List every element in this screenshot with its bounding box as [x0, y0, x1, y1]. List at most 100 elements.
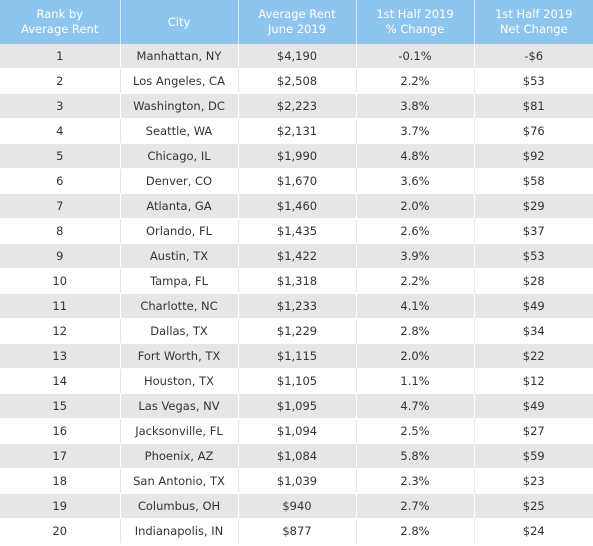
table-row: 9 Austin, TX $1,422 3.9% $53 — [0, 243, 593, 269]
rent-cell: $1,115 — [238, 343, 357, 369]
table-row: 11 Charlotte, NC $1,233 4.1% $49 — [0, 293, 593, 319]
rent-cell: $1,094 — [238, 418, 357, 444]
rent-cell: $4,190 — [238, 44, 357, 69]
table-row: 8 Orlando, FL $1,435 2.6% $37 — [0, 218, 593, 244]
city-cell: Charlotte, NC — [120, 293, 239, 319]
percent-change-cell: 2.7% — [356, 493, 475, 519]
rank-cell: 20 — [0, 518, 121, 544]
rank-cell: 6 — [0, 168, 121, 194]
rent-cell: $940 — [238, 493, 357, 519]
rent-cell: $1,105 — [238, 368, 357, 394]
table-row: 3 Washington, DC $2,223 3.8% $81 — [0, 93, 593, 119]
rent-cell: $2,223 — [238, 93, 357, 119]
net-change-cell: -$6 — [474, 44, 593, 69]
percent-change-cell: 3.7% — [356, 118, 475, 144]
rank-cell: 3 — [0, 93, 121, 119]
percent-change-cell: 4.1% — [356, 293, 475, 319]
city-cell: Fort Worth, TX — [120, 343, 239, 369]
net-change-cell: $49 — [474, 393, 593, 419]
header-average-rent: Average Rent June 2019 — [238, 0, 357, 44]
header-row: Rank by Average Rent City Average Rent J… — [0, 0, 593, 44]
table-row: 4 Seattle, WA $2,131 3.7% $76 — [0, 118, 593, 144]
net-change-cell: $24 — [474, 518, 593, 544]
percent-change-cell: 2.8% — [356, 318, 475, 344]
table-row: 10 Tampa, FL $1,318 2.2% $28 — [0, 268, 593, 294]
percent-change-cell: 1.1% — [356, 368, 475, 394]
table-row: 14 Houston, TX $1,105 1.1% $12 — [0, 368, 593, 394]
net-change-cell: $81 — [474, 93, 593, 119]
city-cell: Indianapolis, IN — [120, 518, 239, 544]
rank-cell: 15 — [0, 393, 121, 419]
rank-cell: 17 — [0, 443, 121, 469]
net-change-cell: $49 — [474, 293, 593, 319]
percent-change-cell: 2.8% — [356, 518, 475, 544]
percent-change-cell: 3.6% — [356, 168, 475, 194]
rent-cell: $1,084 — [238, 443, 357, 469]
city-cell: Orlando, FL — [120, 218, 239, 244]
percent-change-cell: 3.9% — [356, 243, 475, 269]
rank-cell: 19 — [0, 493, 121, 519]
table-row: 13 Fort Worth, TX $1,115 2.0% $22 — [0, 343, 593, 369]
rent-cell: $1,318 — [238, 268, 357, 294]
net-change-cell: $76 — [474, 118, 593, 144]
header-rank: Rank by Average Rent — [0, 0, 121, 44]
net-change-cell: $27 — [474, 418, 593, 444]
city-cell: Phoenix, AZ — [120, 443, 239, 469]
net-change-cell: $53 — [474, 68, 593, 94]
percent-change-cell: -0.1% — [356, 44, 475, 69]
rent-cell: $1,435 — [238, 218, 357, 244]
percent-change-cell: 5.8% — [356, 443, 475, 469]
rent-cell: $2,508 — [238, 68, 357, 94]
header-city: City — [120, 0, 239, 44]
rank-cell: 11 — [0, 293, 121, 319]
percent-change-cell: 2.6% — [356, 218, 475, 244]
table-body: 1 Manhattan, NY $4,190 -0.1% -$6 2 Los Angeles… — [0, 44, 593, 544]
city-cell: Denver, CO — [120, 168, 239, 194]
rank-cell: 9 — [0, 243, 121, 269]
city-cell: Washington, DC — [120, 93, 239, 119]
percent-change-cell: 3.8% — [356, 93, 475, 119]
rank-cell: 4 — [0, 118, 121, 144]
rent-cell: $877 — [238, 518, 357, 544]
rent-cell: $1,039 — [238, 468, 357, 494]
net-change-cell: $23 — [474, 468, 593, 494]
city-cell: Jacksonville, FL — [120, 418, 239, 444]
table-row: 18 San Antonio, TX $1,039 2.3% $23 — [0, 468, 593, 494]
table-row: 5 Chicago, IL $1,990 4.8% $92 — [0, 143, 593, 169]
net-change-cell: $92 — [474, 143, 593, 169]
percent-change-cell: 2.2% — [356, 268, 475, 294]
rank-cell: 12 — [0, 318, 121, 344]
rank-cell: 13 — [0, 343, 121, 369]
table-row: 20 Indianapolis, IN $877 2.8% $24 — [0, 518, 593, 544]
table-row: 17 Phoenix, AZ $1,084 5.8% $59 — [0, 443, 593, 469]
net-change-cell: $22 — [474, 343, 593, 369]
rent-cell: $2,131 — [238, 118, 357, 144]
rent-cell: $1,990 — [238, 143, 357, 169]
rent-cell: $1,460 — [238, 193, 357, 219]
net-change-cell: $37 — [474, 218, 593, 244]
table-row: 19 Columbus, OH $940 2.7% $25 — [0, 493, 593, 519]
header-net-change: 1st Half 2019 Net Change — [474, 0, 593, 44]
table-row: 7 Atlanta, GA $1,460 2.0% $29 — [0, 193, 593, 219]
rent-cell: $1,422 — [238, 243, 357, 269]
city-cell: Los Angeles, CA — [120, 68, 239, 94]
rent-cell: $1,670 — [238, 168, 357, 194]
city-cell: San Antonio, TX — [120, 468, 239, 494]
rent-cell: $1,095 — [238, 393, 357, 419]
percent-change-cell: 2.0% — [356, 193, 475, 219]
net-change-cell: $58 — [474, 168, 593, 194]
rank-cell: 8 — [0, 218, 121, 244]
net-change-cell: $12 — [474, 368, 593, 394]
table-row: 1 Manhattan, NY $4,190 -0.1% -$6 — [0, 44, 593, 69]
percent-change-cell: 2.2% — [356, 68, 475, 94]
rank-cell: 18 — [0, 468, 121, 494]
net-change-cell: $25 — [474, 493, 593, 519]
percent-change-cell: 4.7% — [356, 393, 475, 419]
net-change-cell: $34 — [474, 318, 593, 344]
city-cell: Las Vegas, NV — [120, 393, 239, 419]
city-cell: Tampa, FL — [120, 268, 239, 294]
city-cell: Seattle, WA — [120, 118, 239, 144]
rank-cell: 2 — [0, 68, 121, 94]
city-cell: Columbus, OH — [120, 493, 239, 519]
